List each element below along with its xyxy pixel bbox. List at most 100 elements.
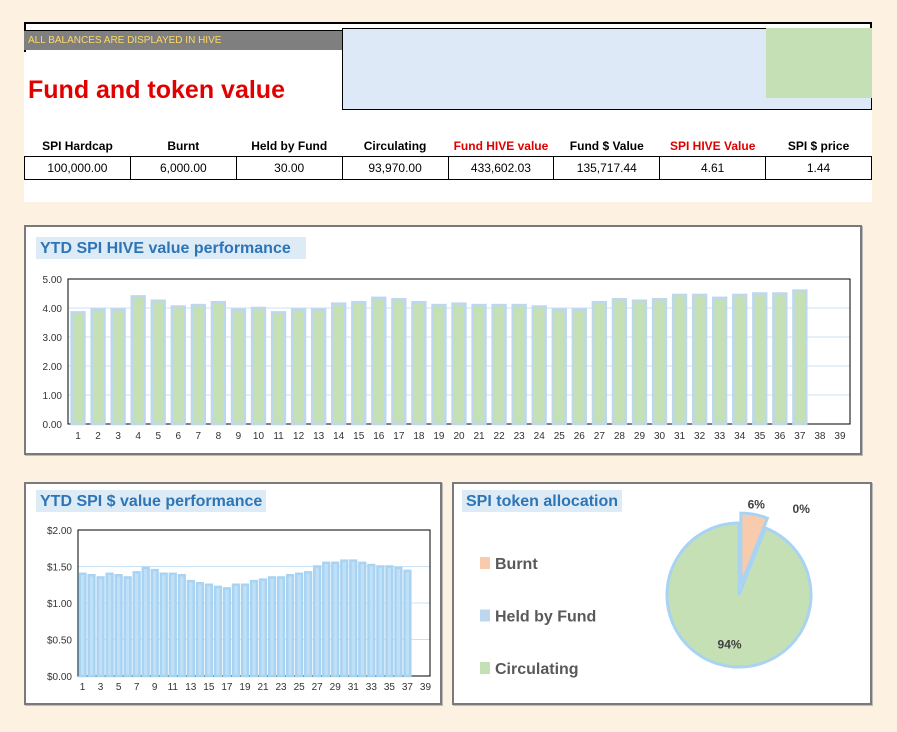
x-tick-label: 36 (774, 431, 786, 442)
bar (270, 311, 287, 426)
x-tick-label: 29 (330, 682, 342, 693)
y-tick-label: $1.50 (47, 563, 72, 574)
x-tick-label: 17 (221, 682, 233, 693)
legend-label: Burnt (495, 556, 538, 573)
y-tick-label: $0.50 (47, 636, 72, 647)
bar (240, 583, 250, 678)
bar (691, 293, 708, 426)
bar (551, 308, 567, 426)
bar (331, 561, 340, 678)
bar (358, 561, 367, 678)
bar (190, 303, 206, 426)
data-label: 94% (718, 638, 742, 652)
table-cell: 4.61 (659, 156, 767, 180)
y-tick-label: $0.00 (47, 672, 72, 683)
bar (132, 571, 141, 678)
bar (671, 293, 688, 426)
x-tick-label: 27 (594, 431, 606, 442)
bar (322, 561, 331, 678)
x-tick-label: 15 (203, 682, 215, 693)
column-header: SPI $ price (787, 139, 850, 153)
x-tick-label: 3 (115, 431, 121, 442)
bar (170, 305, 186, 426)
chart-panel: YTD SPI $ value performance $0.00 $0.50 $1.… (24, 482, 442, 705)
x-tick-label: 1 (80, 682, 86, 693)
x-tick-label: 14 (333, 431, 345, 442)
y-tick-label: 1.00 (43, 391, 63, 402)
x-tick-label: 1 (75, 431, 81, 442)
bar (186, 579, 195, 678)
header-row: SPI Hardcap Burnt Held by Fund Circulating F… (25, 136, 872, 157)
column-header: SPI HIVE Value (670, 139, 756, 153)
x-tick-label: 37 (794, 431, 806, 442)
bar (78, 572, 87, 678)
bar (431, 303, 447, 426)
x-tick-label: 27 (312, 682, 324, 693)
banner: ALL BALANCES ARE DISPLAYED IN HIVE (24, 30, 342, 50)
x-tick-label: 19 (239, 682, 251, 693)
x-tick-label: 39 (420, 682, 432, 693)
table-row: 100,000.00 6,000.00 30.00 93,970.00 433,602.… (24, 156, 872, 180)
data-label: 6% (748, 498, 766, 512)
x-tick-label: 25 (554, 431, 566, 442)
x-tick-label: 16 (373, 431, 385, 442)
bar (732, 293, 748, 426)
column-header: Fund HIVE value (453, 139, 549, 153)
y-tick-label: 4.00 (43, 304, 63, 315)
legend-swatch (480, 609, 490, 622)
bar (96, 576, 105, 678)
page-title: Fund and token value (28, 76, 285, 104)
summary-panel: ALL BALANCES ARE DISPLAYED IN HIVE Fund … (24, 22, 872, 202)
bar (376, 565, 385, 678)
x-tick-label: 24 (534, 431, 546, 442)
bar (70, 311, 86, 426)
x-tick-label: 26 (574, 431, 586, 442)
column-header: Circulating (363, 139, 427, 153)
bar (290, 308, 307, 426)
column-header: Fund $ Value (569, 139, 644, 153)
legend-label: Circulating (495, 661, 579, 678)
bar (403, 569, 412, 678)
bar (511, 303, 527, 426)
bar (130, 295, 146, 426)
bar (105, 572, 114, 678)
bar (385, 565, 394, 678)
x-tick-label: 12 (293, 431, 305, 442)
bar (367, 563, 376, 678)
bar (451, 302, 467, 426)
chart-title: YTD SPI HIVE value performance (40, 240, 291, 257)
bar (141, 566, 150, 678)
data-label: 0% (793, 502, 811, 516)
column-header: SPI Hardcap (42, 139, 113, 153)
bar (123, 576, 132, 678)
bar (340, 559, 349, 678)
x-tick-label: 19 (433, 431, 445, 442)
chart-panel: YTD SPI HIVE value performance 0.00 1.00 2.… (24, 225, 862, 455)
bar (631, 299, 648, 426)
x-tick-label: 3 (98, 682, 104, 693)
bar (159, 572, 168, 678)
bar (471, 303, 487, 426)
bar (394, 566, 403, 678)
bar (150, 299, 166, 426)
x-tick-label: 21 (473, 431, 485, 442)
column-header: Held by Fund (251, 139, 328, 153)
bar (231, 583, 241, 678)
chart: YTD SPI HIVE value performance 0.00 1.00 2.… (36, 237, 851, 442)
x-tick-label: 20 (453, 431, 465, 442)
x-tick-label: 11 (168, 682, 179, 693)
x-tick-label: 29 (634, 431, 646, 442)
chart: SPI token allocation 6% 0% 94% Burnt Held by … (462, 490, 813, 678)
legend-swatch (480, 662, 490, 674)
x-tick-label: 39 (834, 431, 846, 442)
x-tick-label: 7 (134, 682, 140, 693)
bar (294, 572, 304, 678)
y-tick-label: 5.00 (43, 275, 63, 286)
bar (195, 582, 204, 678)
bar (772, 292, 788, 426)
table-cell: 135,717.44 (553, 156, 661, 180)
x-tick-label: 4 (135, 431, 141, 442)
bar (114, 574, 123, 678)
bar (591, 300, 608, 426)
